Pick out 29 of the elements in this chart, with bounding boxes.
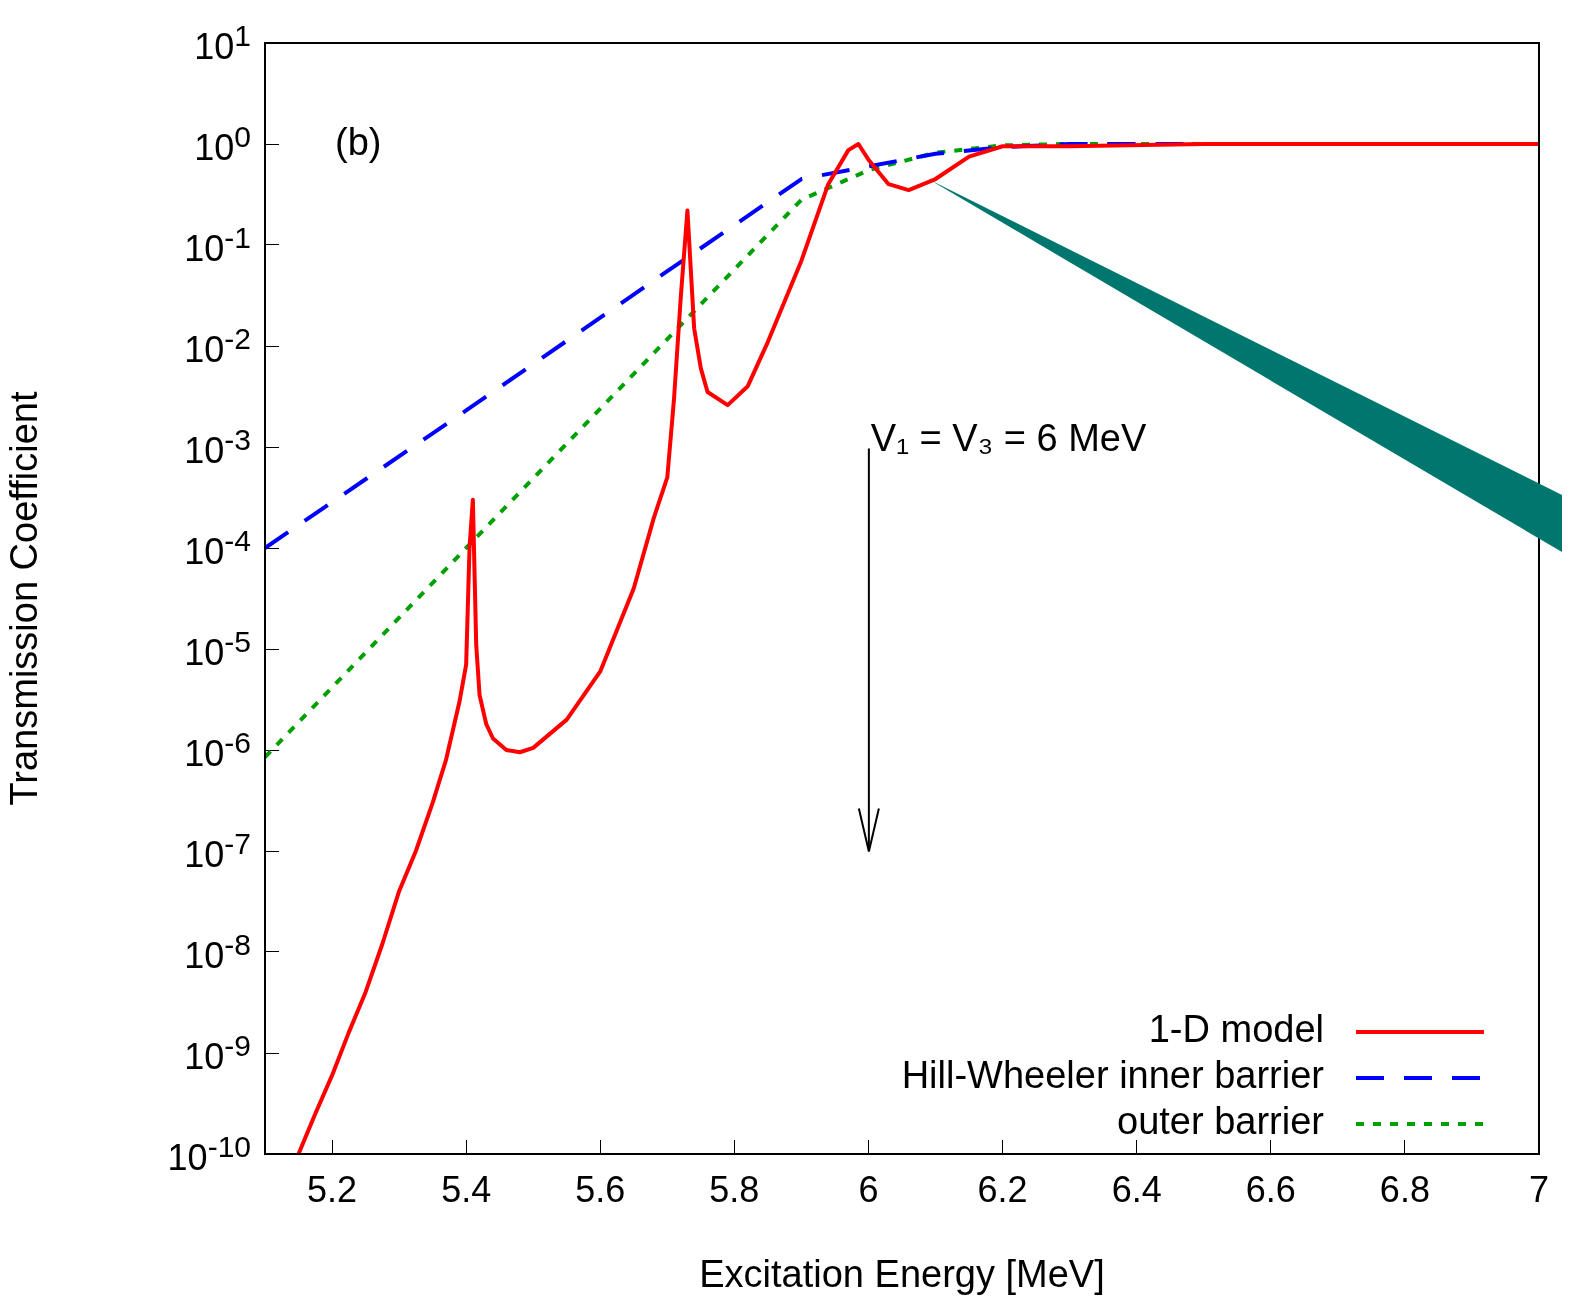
- annotation: V₁ = V₃ = 6 MeV: [870, 417, 1147, 459]
- y-tick-label: 10$^{-9}$: [184, 1029, 251, 1077]
- legend-label: Hill-Wheeler inner barrier: [901, 1054, 1325, 1097]
- y-tick-label: 10$^{-5}$: [184, 625, 251, 673]
- y-tick-label: 10$^{-6}$: [184, 726, 251, 774]
- y-tick-label: 10$^{-1}$: [184, 221, 251, 269]
- x-tick-label: 7: [1528, 1168, 1549, 1210]
- y-tick-label: 10$^{-4}$: [184, 524, 251, 572]
- legend-label: 1-D model: [1148, 1008, 1324, 1051]
- y-tick-label: 10$^{-3}$: [184, 423, 251, 471]
- x-tick-label: 5.4: [441, 1168, 492, 1210]
- y-axis-title: Transmission Coefficient: [3, 391, 46, 806]
- y-tick-label: 10$^{-10}$: [167, 1130, 251, 1178]
- legend-label: outer barrier: [1117, 1100, 1325, 1143]
- y-tick-label: 10$^{-7}$: [184, 827, 251, 875]
- x-tick-label: 6.6: [1245, 1168, 1296, 1210]
- x-tick-label: 5.8: [709, 1168, 760, 1210]
- y-tick-label: 10$^{-8}$: [184, 928, 251, 976]
- annotation: (b): [335, 121, 382, 164]
- y-tick-label: 10$^{1}$: [194, 19, 251, 67]
- x-axis-title: Excitation Energy [MeV]: [699, 1252, 1105, 1295]
- x-tick-label: 5.6: [575, 1168, 626, 1210]
- y-tick-label: 10$^{-2}$: [184, 322, 251, 370]
- y-tick-label: 10$^{0}$: [194, 120, 251, 168]
- x-tick-label: 6.2: [977, 1168, 1028, 1210]
- x-tick-label: 6.4: [1111, 1168, 1162, 1210]
- x-tick-label: 6.8: [1379, 1168, 1430, 1210]
- x-tick-label: 6: [858, 1168, 879, 1210]
- x-tick-label: 5.2: [307, 1168, 358, 1210]
